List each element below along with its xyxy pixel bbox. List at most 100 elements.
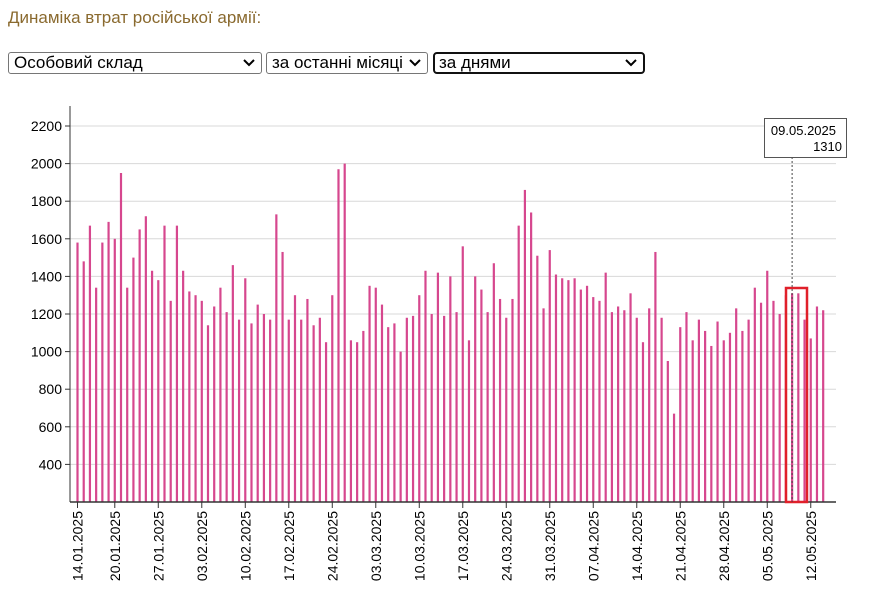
bar xyxy=(219,287,222,502)
bar xyxy=(629,293,632,502)
bar xyxy=(604,272,607,502)
bar xyxy=(617,306,620,502)
bar xyxy=(88,225,92,502)
bar xyxy=(269,319,272,502)
bar xyxy=(213,306,216,502)
x-tick-label: 03.02.2025 xyxy=(194,511,210,581)
bar xyxy=(623,310,626,502)
bar xyxy=(517,225,520,502)
y-tick-label: 1400 xyxy=(31,268,62,284)
bar xyxy=(561,278,564,502)
bar xyxy=(474,276,477,502)
bar xyxy=(95,287,98,502)
bar xyxy=(753,287,756,502)
bar xyxy=(144,216,147,503)
bar xyxy=(244,278,247,502)
bar xyxy=(119,173,123,502)
bar xyxy=(766,270,769,502)
bar xyxy=(803,319,806,502)
bar xyxy=(648,308,651,502)
bar xyxy=(443,315,446,502)
bar xyxy=(312,325,315,502)
bar xyxy=(772,300,775,502)
bar xyxy=(704,330,707,502)
bar xyxy=(542,308,545,502)
x-tick-label: 07.04.2025 xyxy=(585,511,601,581)
bar xyxy=(169,300,172,502)
x-tick-label: 31.03.2025 xyxy=(542,511,558,581)
tooltip-value: 1310 xyxy=(813,139,842,154)
y-tick-label: 2200 xyxy=(31,118,62,134)
bar xyxy=(449,276,452,502)
granularity-select-value: за днями xyxy=(439,53,511,72)
bar xyxy=(654,251,657,502)
bar xyxy=(610,312,614,502)
bar xyxy=(256,304,259,502)
bar xyxy=(107,221,110,502)
period-select[interactable]: за останні місяці xyxy=(266,52,428,74)
bar xyxy=(175,225,179,502)
x-tick-label: 24.03.2025 xyxy=(498,511,514,581)
bar xyxy=(324,342,328,502)
bar xyxy=(697,319,700,502)
bar xyxy=(411,315,415,502)
granularity-select[interactable]: за днями xyxy=(433,52,645,74)
bar xyxy=(405,317,408,502)
x-tick-label: 28.04.2025 xyxy=(716,511,732,581)
page-title: Динаміка втрат російської армії: xyxy=(8,8,262,27)
x-tick-label: 14.04.2025 xyxy=(629,511,645,581)
bar xyxy=(822,310,825,502)
bar xyxy=(430,314,433,502)
bar xyxy=(163,225,166,502)
bar xyxy=(685,312,688,502)
bar xyxy=(101,242,104,502)
bar xyxy=(225,312,228,502)
bar xyxy=(424,270,427,502)
bar xyxy=(343,163,346,502)
chevron-down-icon xyxy=(409,53,423,73)
bar xyxy=(710,345,713,502)
bar xyxy=(548,250,551,502)
bar xyxy=(759,302,763,502)
bar xyxy=(82,261,85,502)
bar xyxy=(393,323,396,502)
bar xyxy=(126,287,129,502)
bar xyxy=(262,314,266,502)
bar xyxy=(150,270,154,502)
bar xyxy=(281,251,284,502)
x-tick-label: 24.02.2025 xyxy=(324,511,340,581)
category-select[interactable]: Особовий склад xyxy=(8,52,262,74)
bar xyxy=(722,340,725,502)
x-axis-ticks: 14.01.2025 20.01.2025 27.01.2025 03.02.2025… xyxy=(70,502,819,581)
bar xyxy=(399,351,402,502)
bar xyxy=(498,298,502,502)
bar xyxy=(368,285,371,502)
bar xyxy=(467,340,471,502)
bar xyxy=(287,319,290,502)
bar xyxy=(157,280,160,502)
bar xyxy=(716,321,719,502)
bar xyxy=(672,413,676,502)
bar xyxy=(76,242,79,502)
bar xyxy=(455,312,458,502)
bar xyxy=(573,278,576,502)
bar xyxy=(585,285,589,502)
bar xyxy=(331,295,334,502)
bar xyxy=(461,246,464,502)
bar xyxy=(194,295,197,502)
x-tick-label: 27.01.2025 xyxy=(150,511,166,581)
bar xyxy=(728,332,732,502)
bar xyxy=(691,340,694,502)
tooltip-box xyxy=(764,118,847,158)
bar xyxy=(436,272,440,502)
bar xyxy=(567,280,570,502)
bar xyxy=(660,317,663,502)
bar xyxy=(337,169,340,503)
bar xyxy=(374,287,377,502)
y-tick-label: 400 xyxy=(39,456,63,472)
bar xyxy=(349,340,353,502)
bar xyxy=(362,330,365,502)
x-tick-label: 12.05.2025 xyxy=(803,511,819,581)
bar xyxy=(797,293,800,502)
